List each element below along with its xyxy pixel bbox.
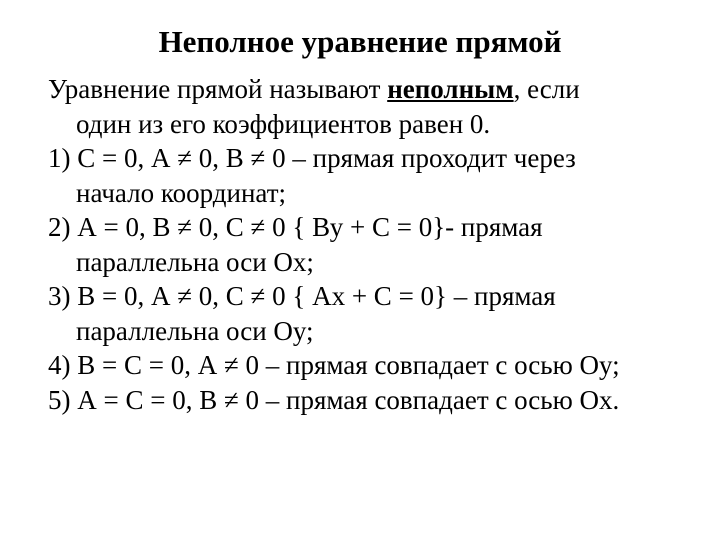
case-4: 4) В = С = 0, А ≠ 0 – прямая совпадает с…: [48, 348, 672, 383]
intro-text-post: , если: [514, 74, 580, 104]
case-2-line-2: параллельна оси Ох;: [48, 245, 672, 280]
case-1-line-1: 1) С = 0, А ≠ 0, В ≠ 0 – прямая проходит…: [48, 141, 672, 176]
case-3-line-2: параллельна оси Оу;: [48, 314, 672, 349]
slide: Неполное уравнение прямой Уравнение прям…: [0, 0, 720, 540]
case-2-line-1: 2) А = 0, В ≠ 0, С ≠ 0 { Ву + С = 0}- пр…: [48, 210, 672, 245]
slide-title: Неполное уравнение прямой: [48, 24, 672, 60]
intro-line-2: один из его коэффициентов равен 0.: [48, 107, 672, 142]
emph-nepolnym: неполным: [387, 74, 513, 104]
case-3-line-1: 3) В = 0, А ≠ 0, С ≠ 0 { Ах + С = 0} – п…: [48, 279, 672, 314]
intro-text-pre: Уравнение прямой называют: [48, 74, 387, 104]
intro-line-1: Уравнение прямой называют неполным, если: [48, 72, 672, 107]
case-1-line-2: начало координат;: [48, 176, 672, 211]
case-5: 5) А = С = 0, В ≠ 0 – прямая совпадает с…: [48, 383, 672, 418]
slide-body: Уравнение прямой называют неполным, если…: [48, 72, 672, 417]
